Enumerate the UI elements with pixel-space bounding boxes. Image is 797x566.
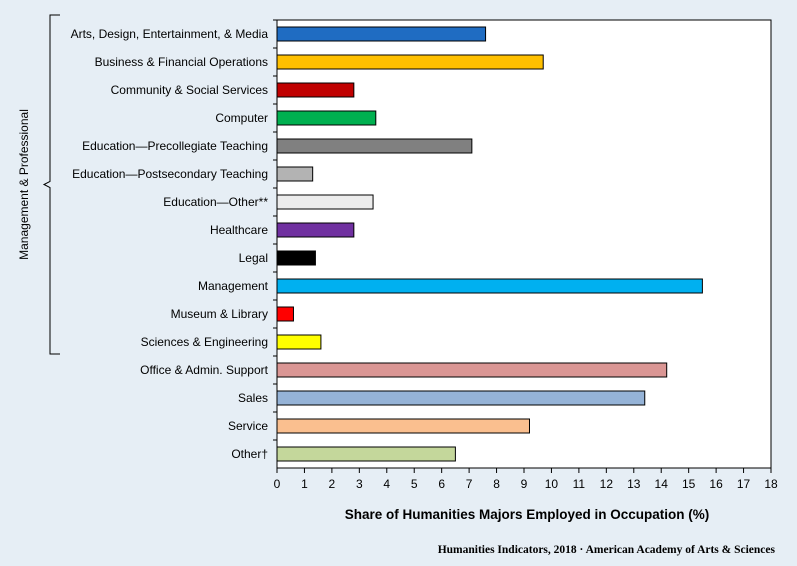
category-label: Other† bbox=[231, 447, 268, 461]
bar bbox=[276, 110, 377, 126]
bar bbox=[276, 194, 374, 210]
bar bbox=[276, 82, 355, 98]
bar bbox=[276, 250, 316, 266]
x-axis-title: Share of Humanities Majors Employed in O… bbox=[345, 507, 710, 522]
bar bbox=[276, 222, 355, 238]
group-bracket bbox=[42, 14, 60, 355]
x-tick-label: 13 bbox=[627, 477, 641, 491]
x-tick-label: 3 bbox=[356, 477, 363, 491]
x-tick-label: 11 bbox=[573, 477, 586, 491]
bar bbox=[276, 390, 646, 406]
bar bbox=[276, 362, 668, 378]
category-label: Business & Financial Operations bbox=[95, 55, 268, 69]
category-label: Healthcare bbox=[210, 223, 268, 237]
category-label: Education—Other** bbox=[163, 195, 268, 209]
bars-group bbox=[276, 26, 703, 462]
x-tick-label: 6 bbox=[438, 477, 445, 491]
x-axis: 0 1 2 3 4 5 6 7 8 9 10 11 12 13 14 15 16 17 18 bbox=[273, 19, 778, 491]
bar bbox=[276, 306, 294, 322]
bar bbox=[276, 138, 473, 154]
category-label: Education—Postsecondary Teaching bbox=[72, 167, 268, 181]
bar bbox=[276, 446, 456, 462]
category-label: Arts, Design, Entertainment, & Media bbox=[71, 27, 269, 41]
x-tick-label: 18 bbox=[764, 477, 778, 491]
category-label: Sciences & Engineering bbox=[141, 335, 268, 349]
x-tick-label: 1 bbox=[301, 477, 308, 491]
x-tick-label: 0 bbox=[274, 477, 281, 491]
category-label: Legal bbox=[239, 251, 268, 265]
bar bbox=[276, 278, 703, 294]
bar bbox=[276, 26, 487, 42]
category-label: Sales bbox=[238, 391, 268, 405]
category-label: Computer bbox=[215, 111, 268, 125]
category-labels: Arts, Design, Entertainment, & Media Busi… bbox=[71, 27, 269, 461]
bar bbox=[276, 166, 314, 182]
category-label: Service bbox=[228, 419, 268, 433]
group-label: Management & Professional bbox=[17, 109, 31, 260]
x-tick-label: 10 bbox=[545, 477, 559, 491]
category-label: Management bbox=[198, 279, 269, 293]
x-tick-label: 2 bbox=[329, 477, 336, 491]
category-label: Office & Admin. Support bbox=[140, 363, 269, 377]
bar bbox=[276, 334, 322, 350]
x-tick-label: 7 bbox=[466, 477, 473, 491]
bar bbox=[276, 418, 530, 434]
x-tick-label: 17 bbox=[737, 477, 751, 491]
x-tick-label: 16 bbox=[709, 477, 723, 491]
x-tick-label: 12 bbox=[600, 477, 614, 491]
category-label: Community & Social Services bbox=[111, 83, 268, 97]
x-tick-label: 5 bbox=[411, 477, 418, 491]
category-label: Education—Precollegiate Teaching bbox=[82, 139, 268, 153]
bar bbox=[276, 54, 544, 70]
x-tick-label: 9 bbox=[521, 477, 528, 491]
x-tick-label: 4 bbox=[383, 477, 390, 491]
x-tick-label: 8 bbox=[493, 477, 500, 491]
category-label: Museum & Library bbox=[171, 307, 268, 321]
footer-credit: Humanities Indicators, 2018 · American A… bbox=[437, 544, 775, 556]
x-tick-label: 15 bbox=[682, 477, 696, 491]
x-tick-label: 14 bbox=[655, 477, 669, 491]
